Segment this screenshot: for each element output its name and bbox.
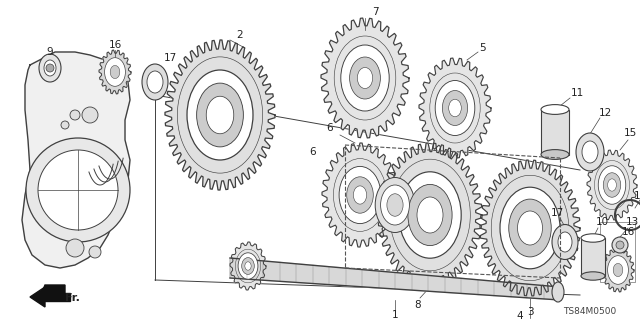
Ellipse shape <box>607 179 616 191</box>
Polygon shape <box>419 58 491 158</box>
Ellipse shape <box>509 199 551 257</box>
Ellipse shape <box>518 211 543 245</box>
Text: 13: 13 <box>625 217 639 227</box>
Ellipse shape <box>39 54 61 82</box>
Ellipse shape <box>357 68 372 88</box>
Ellipse shape <box>442 91 468 125</box>
Text: 6: 6 <box>310 147 316 157</box>
Polygon shape <box>321 18 409 138</box>
Ellipse shape <box>541 150 569 160</box>
Circle shape <box>26 138 130 242</box>
Circle shape <box>38 150 118 230</box>
Text: TS84M0500: TS84M0500 <box>563 308 616 316</box>
Text: 5: 5 <box>480 43 486 53</box>
Polygon shape <box>480 160 580 296</box>
Ellipse shape <box>341 45 389 111</box>
Ellipse shape <box>187 70 253 160</box>
Ellipse shape <box>500 187 560 269</box>
Ellipse shape <box>435 80 475 136</box>
Text: 9: 9 <box>47 47 53 57</box>
Polygon shape <box>230 258 560 300</box>
Text: 4: 4 <box>516 311 524 319</box>
Text: 7: 7 <box>372 7 378 17</box>
Polygon shape <box>322 143 398 247</box>
Ellipse shape <box>375 177 415 233</box>
Polygon shape <box>602 248 634 292</box>
Text: Fr.: Fr. <box>65 293 79 303</box>
Text: 12: 12 <box>598 108 612 118</box>
Ellipse shape <box>576 133 604 171</box>
Ellipse shape <box>238 253 258 279</box>
Ellipse shape <box>552 225 578 259</box>
Text: 2: 2 <box>237 30 243 40</box>
Text: 17: 17 <box>163 53 177 63</box>
Ellipse shape <box>339 167 381 224</box>
Text: 8: 8 <box>415 300 421 310</box>
Ellipse shape <box>581 272 605 280</box>
Ellipse shape <box>607 256 628 284</box>
Circle shape <box>66 239 84 257</box>
Text: 16: 16 <box>108 40 122 50</box>
Text: 16: 16 <box>621 227 635 237</box>
Ellipse shape <box>206 96 234 134</box>
Ellipse shape <box>582 141 598 163</box>
Ellipse shape <box>44 60 56 76</box>
Circle shape <box>61 121 69 129</box>
Ellipse shape <box>142 64 168 100</box>
Ellipse shape <box>449 99 461 117</box>
Ellipse shape <box>381 185 410 225</box>
Circle shape <box>612 237 628 253</box>
Polygon shape <box>165 40 275 190</box>
Circle shape <box>70 110 80 120</box>
Ellipse shape <box>242 258 254 274</box>
Text: 15: 15 <box>623 128 637 138</box>
Text: 6: 6 <box>326 123 333 133</box>
Ellipse shape <box>147 71 163 93</box>
Ellipse shape <box>604 173 621 197</box>
Ellipse shape <box>353 186 367 204</box>
Ellipse shape <box>598 166 626 204</box>
Polygon shape <box>22 52 130 268</box>
Bar <box>600 222 635 282</box>
Polygon shape <box>40 285 65 297</box>
Text: 10: 10 <box>595 217 609 227</box>
Ellipse shape <box>581 234 605 242</box>
Ellipse shape <box>541 105 569 115</box>
Ellipse shape <box>399 172 461 258</box>
Polygon shape <box>230 242 266 290</box>
Polygon shape <box>40 293 70 301</box>
Polygon shape <box>99 50 131 94</box>
Polygon shape <box>587 150 637 220</box>
Ellipse shape <box>347 177 373 213</box>
Ellipse shape <box>613 263 623 277</box>
Bar <box>581 238 605 276</box>
Circle shape <box>46 64 54 72</box>
Circle shape <box>89 246 101 258</box>
Ellipse shape <box>110 65 120 78</box>
Text: 14: 14 <box>634 191 640 201</box>
Bar <box>541 109 569 154</box>
Ellipse shape <box>104 58 125 86</box>
Polygon shape <box>378 143 482 287</box>
Text: 3: 3 <box>527 307 533 317</box>
Circle shape <box>82 107 98 123</box>
Ellipse shape <box>245 262 251 270</box>
Ellipse shape <box>387 194 403 216</box>
Ellipse shape <box>558 232 572 252</box>
Polygon shape <box>30 287 45 307</box>
Ellipse shape <box>349 57 380 99</box>
Circle shape <box>616 241 624 249</box>
Text: 17: 17 <box>550 208 564 218</box>
Ellipse shape <box>552 282 564 302</box>
Ellipse shape <box>417 197 443 233</box>
Ellipse shape <box>196 83 243 147</box>
Text: 11: 11 <box>570 88 584 98</box>
Ellipse shape <box>408 184 452 246</box>
Text: 1: 1 <box>392 310 398 319</box>
